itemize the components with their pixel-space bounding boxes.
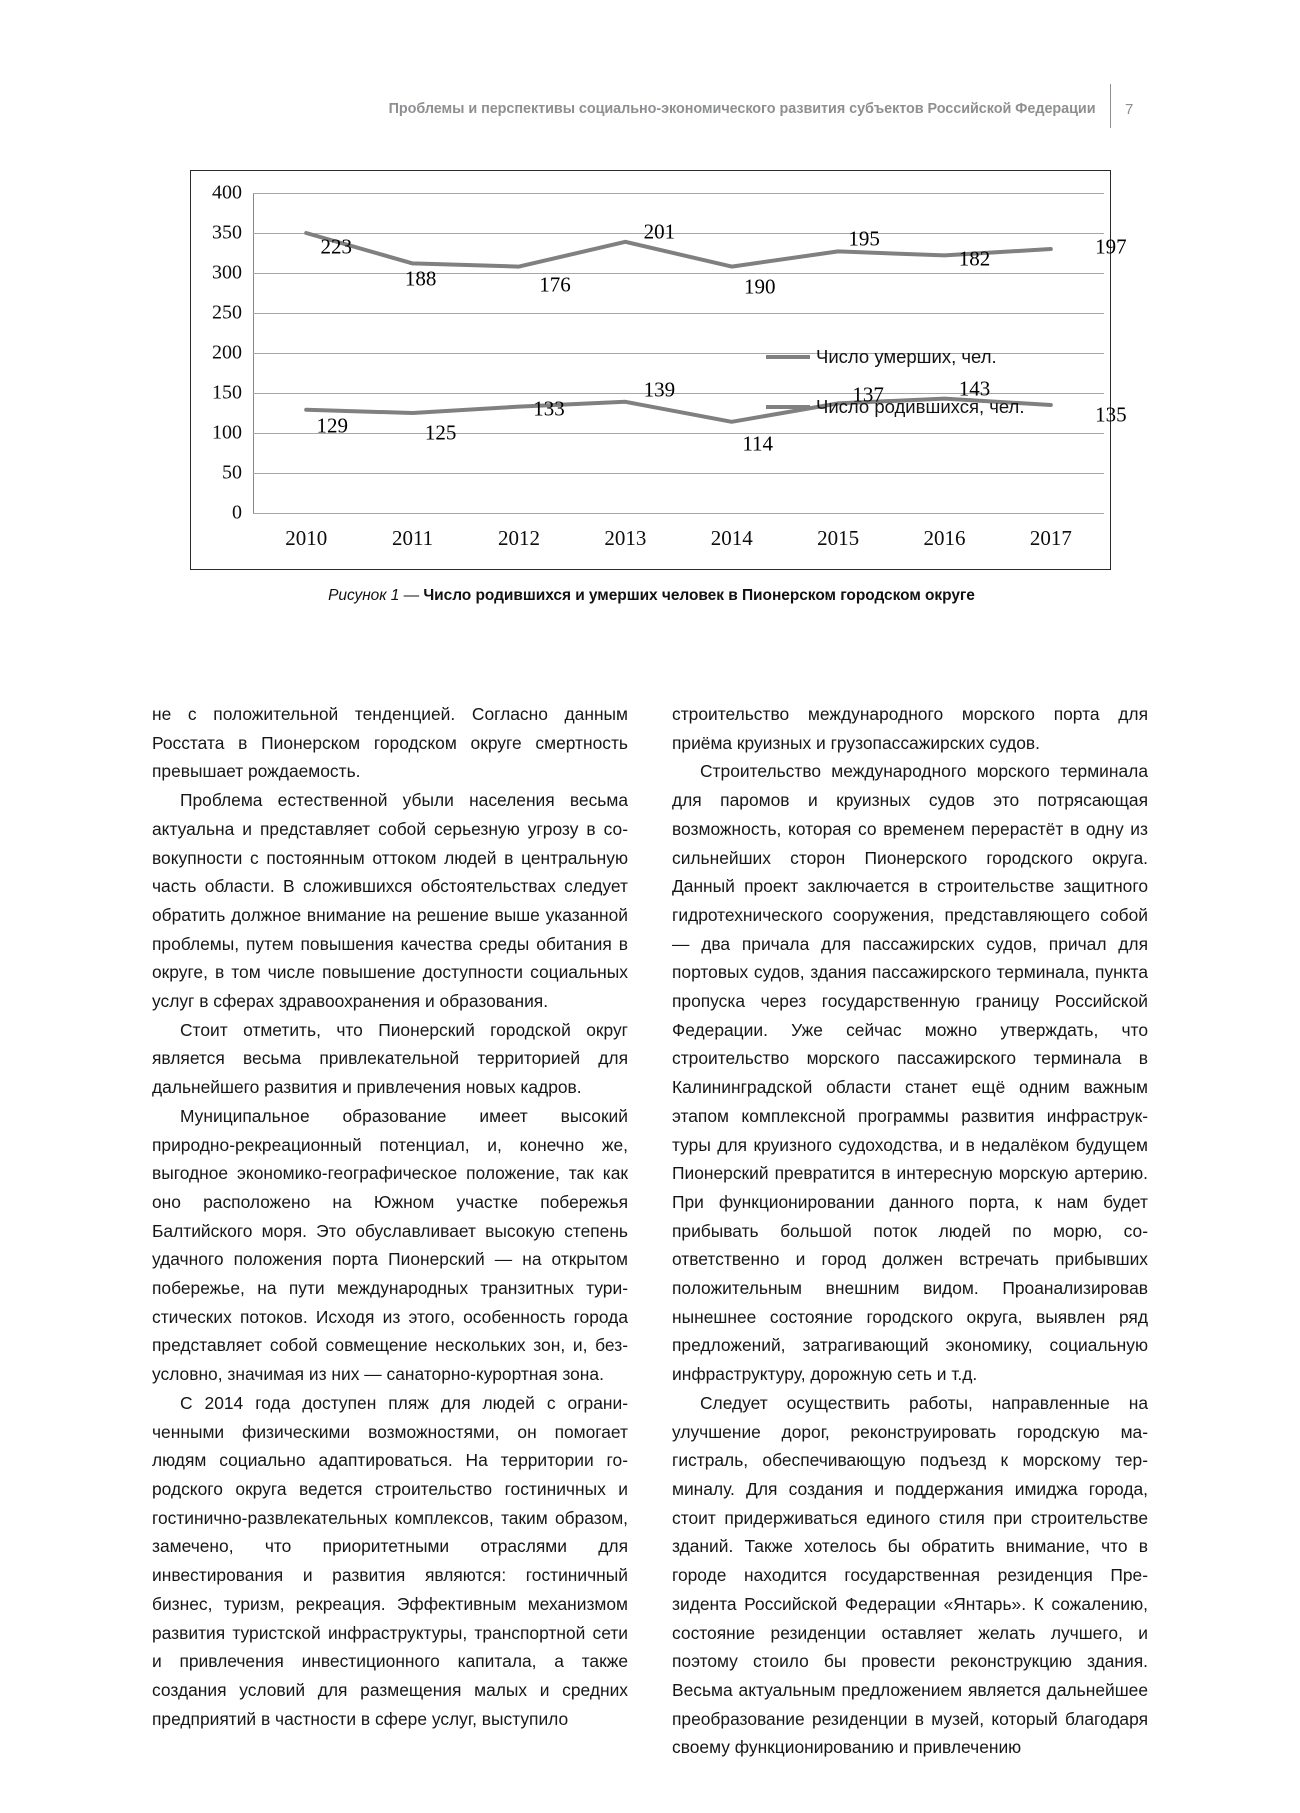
- figure-caption: Рисунок 1 — Число родившихся и умерших ч…: [190, 587, 1113, 605]
- chart-frame: 0 50 100 150 200 250 300 350 400 2010 2011 2012 201…: [190, 170, 1127, 570]
- left-text-column: не с положительной тенденцией. Согласно …: [152, 700, 628, 1762]
- data-label: 188: [404, 266, 437, 291]
- x-tick-label: 2012: [497, 526, 540, 550]
- gridline: [253, 433, 1104, 434]
- body-columns: не с положительной тенденцией. Согласно …: [152, 700, 1148, 1762]
- data-label: 223: [320, 234, 352, 259]
- paragraph: Муниципальное образование имеет высокий …: [152, 1105, 628, 1385]
- gridline: [253, 193, 1104, 194]
- paragraph: Следует осуществить работы, направленные…: [672, 1392, 1148, 1758]
- running-head: Проблемы и перспективы социально-экономи…: [0, 84, 1300, 128]
- legend-label-deaths: Число умерших, чел.: [816, 346, 997, 367]
- gridline: [253, 473, 1104, 474]
- x-tick-label: 2013: [604, 526, 647, 550]
- gridline: [253, 353, 1104, 354]
- x-tick-label: 2011: [391, 526, 434, 550]
- gridline: [253, 233, 1104, 234]
- figure-caption-text: Число родившихся и умерших человек в Пио…: [423, 587, 975, 604]
- y-tick-label: 300: [212, 261, 242, 284]
- legend-line-swatch: [766, 405, 810, 409]
- data-label: 114: [742, 431, 774, 456]
- y-tick-label: 250: [212, 301, 242, 324]
- data-label: 139: [643, 377, 676, 402]
- page-number: 7: [1125, 100, 1134, 118]
- y-tick-label: 100: [212, 421, 242, 444]
- data-label: 135: [1095, 402, 1127, 427]
- y-tick-label: 200: [212, 341, 242, 364]
- data-label: 133: [533, 396, 565, 421]
- gridline: [253, 313, 1104, 314]
- paragraph: С 2014 года доступен пляж для людей с ог…: [152, 1392, 628, 1729]
- chart-series-lines: [304, 231, 1053, 424]
- gridline: [253, 513, 1104, 514]
- legend-item-deaths: Число умерших, чел.: [766, 346, 1025, 368]
- paragraph: строительство международного морского по…: [672, 704, 1148, 753]
- x-tick-label: 2017: [1029, 526, 1072, 550]
- running-head-divider: [1109, 84, 1111, 128]
- data-label: 176: [539, 272, 571, 297]
- series-line-0: [304, 231, 1053, 269]
- x-tick-label: 2015: [817, 526, 860, 550]
- y-tick-label: 50: [222, 461, 242, 484]
- data-label: 201: [643, 219, 676, 244]
- paragraph: Строительство международного морского те…: [672, 761, 1148, 1385]
- paragraph: Стоит отметить, что Пионерский городской…: [152, 1019, 628, 1098]
- legend-label-births: Число родившихся, чел.: [816, 396, 1025, 417]
- chart-legend: Число умерших, чел. Число родившихся, че…: [766, 346, 1025, 418]
- y-tick-label: 0: [232, 501, 242, 524]
- right-text-column: строительство международного морского по…: [672, 700, 1148, 1762]
- data-label: 143: [958, 376, 991, 401]
- series-line-1: [304, 396, 1053, 424]
- y-tick-label: 150: [212, 381, 242, 404]
- y-tick-label: 350: [212, 221, 242, 244]
- y-tick-label: 400: [212, 181, 242, 204]
- x-tick-label: 2016: [923, 526, 966, 550]
- paragraph: не с положительной тенденцией. Согласно …: [152, 704, 628, 782]
- x-tick-label: 2014: [710, 526, 753, 550]
- data-label: 195: [848, 226, 880, 251]
- gridline: [253, 273, 1104, 274]
- data-label: 129: [316, 413, 348, 438]
- data-label: 125: [424, 420, 457, 445]
- legend-line-swatch: [766, 355, 810, 359]
- x-tick-label: 2010: [285, 526, 328, 550]
- data-label: 137: [852, 382, 884, 407]
- paragraph: Проблема естественной убыли населения ве…: [152, 790, 628, 1012]
- figure-caption-prefix: Рисунок 1 —: [328, 587, 424, 604]
- gridline: [253, 393, 1104, 394]
- running-head-title: Проблемы и перспективы социально-экономи…: [388, 101, 1096, 117]
- data-label: 197: [1095, 234, 1127, 259]
- data-label: 190: [743, 274, 776, 299]
- data-label: 182: [958, 246, 991, 271]
- figure-1: 0 50 100 150 200 250 300 350 400 2010 2011 2012 201…: [190, 170, 1127, 605]
- chart-plot-area: 0 50 100 150 200 250 300 350 400 2010 2011 2012 201…: [212, 182, 1127, 551]
- legend-item-births: Число родившихся, чел.: [766, 396, 1025, 418]
